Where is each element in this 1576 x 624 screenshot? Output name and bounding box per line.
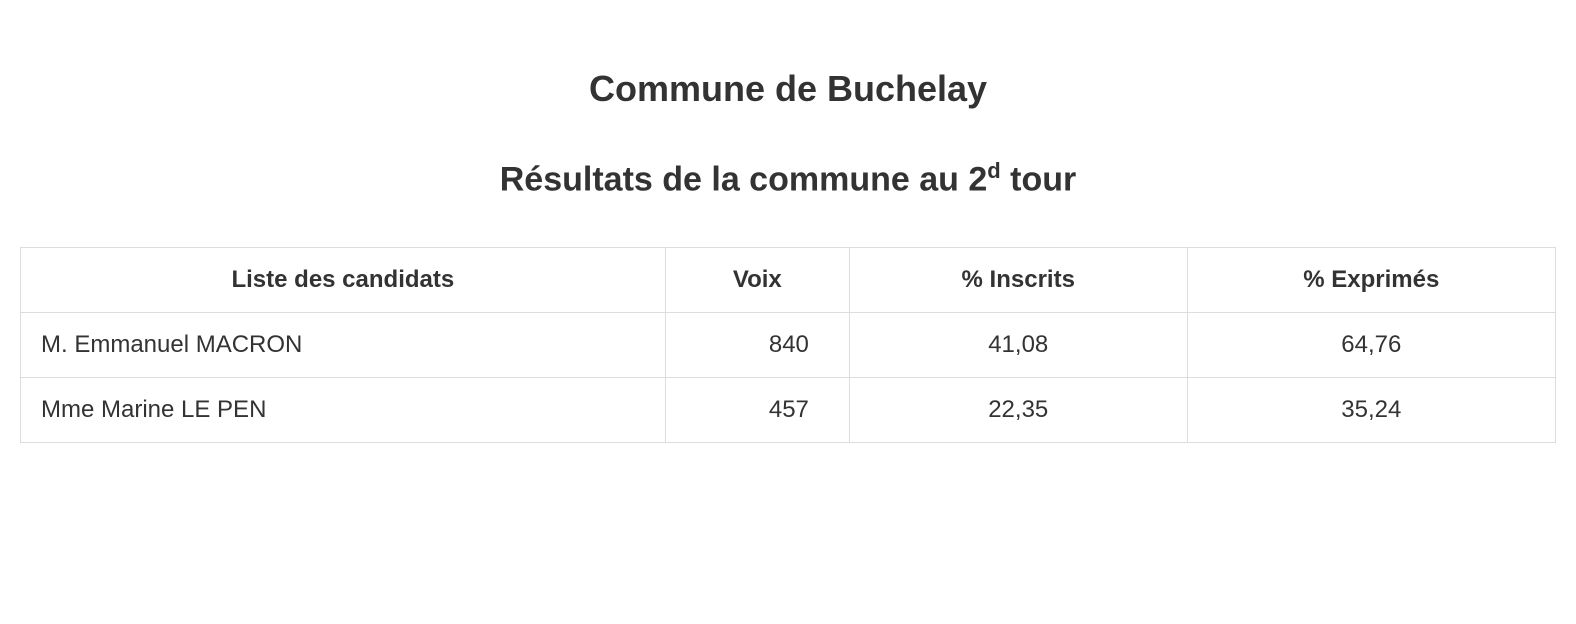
- results-table: Liste des candidats Voix % Inscrits % Ex…: [20, 247, 1556, 443]
- col-header-candidate: Liste des candidats: [21, 248, 666, 313]
- cell-exprimes: 35,24: [1187, 378, 1555, 443]
- table-header-row: Liste des candidats Voix % Inscrits % Ex…: [21, 248, 1556, 313]
- page-subtitle: Résultats de la commune au 2d tour: [20, 158, 1556, 199]
- results-container: Commune de Buchelay Résultats de la comm…: [20, 68, 1556, 443]
- cell-candidate: Mme Marine LE PEN: [21, 378, 666, 443]
- col-header-exprimes: % Exprimés: [1187, 248, 1555, 313]
- table-row: Mme Marine LE PEN 457 22,35 35,24: [21, 378, 1556, 443]
- cell-exprimes: 64,76: [1187, 313, 1555, 378]
- page-title: Commune de Buchelay: [20, 68, 1556, 110]
- cell-voix: 840: [665, 313, 849, 378]
- subtitle-suffix: tour: [1001, 160, 1077, 198]
- cell-candidate: M. Emmanuel MACRON: [21, 313, 666, 378]
- cell-inscrits: 41,08: [849, 313, 1187, 378]
- col-header-inscrits: % Inscrits: [849, 248, 1187, 313]
- cell-inscrits: 22,35: [849, 378, 1187, 443]
- table-row: M. Emmanuel MACRON 840 41,08 64,76: [21, 313, 1556, 378]
- col-header-voix: Voix: [665, 248, 849, 313]
- cell-voix: 457: [665, 378, 849, 443]
- subtitle-prefix: Résultats de la commune au 2: [500, 160, 988, 198]
- subtitle-superscript: d: [987, 158, 1000, 183]
